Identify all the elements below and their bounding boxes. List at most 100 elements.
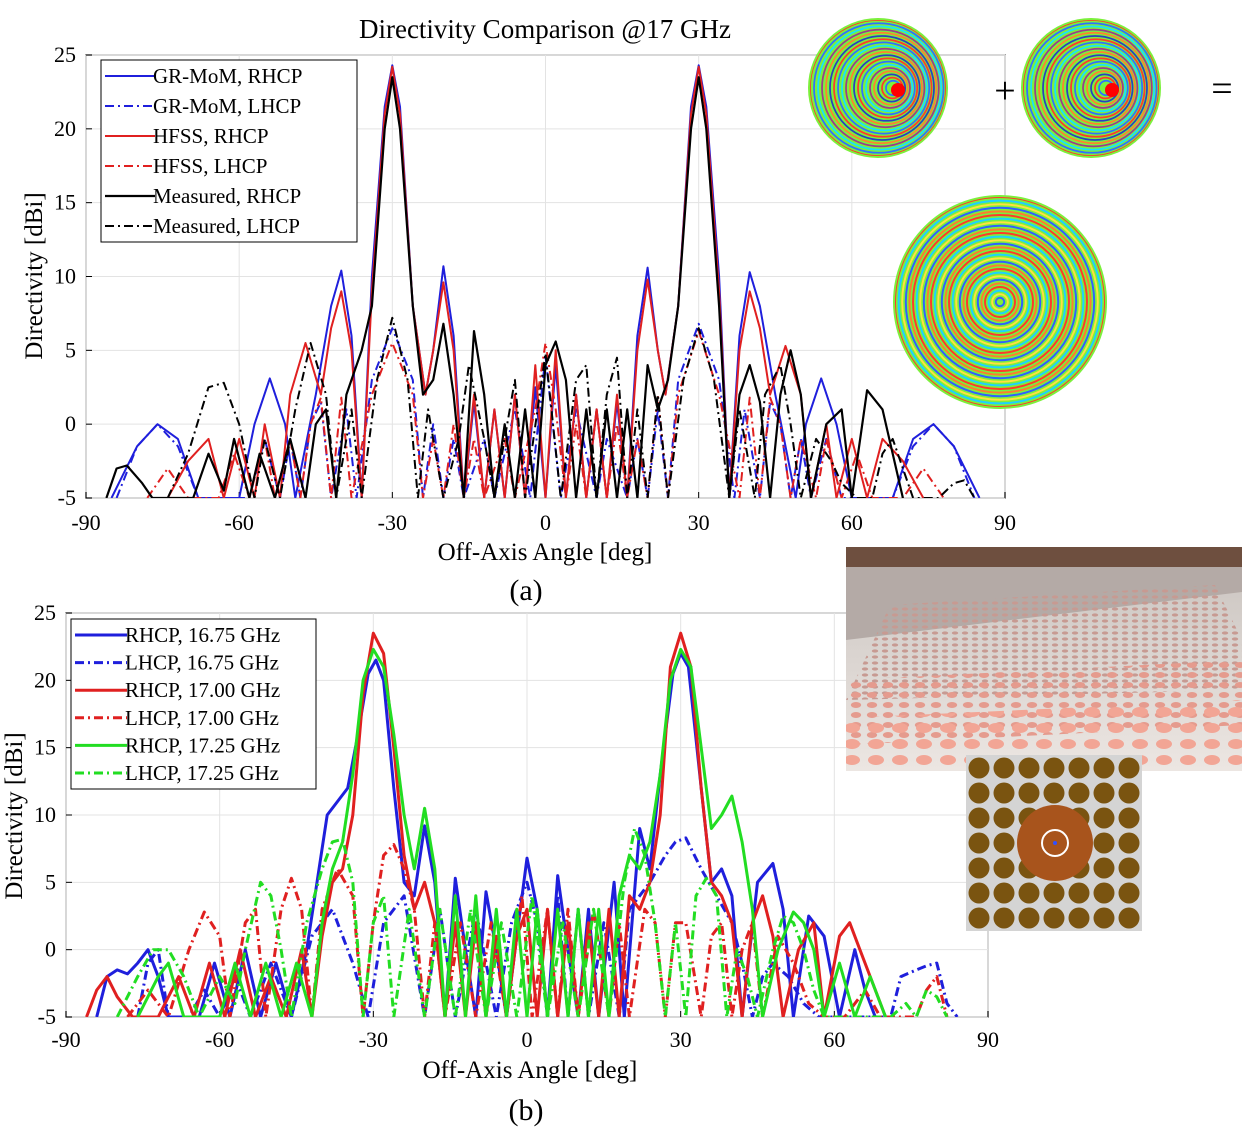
aperture-ring [1030, 25, 1156, 151]
unit-cell-dot [1118, 882, 1140, 904]
aperture-ring [955, 257, 1045, 347]
y-tick-label: 25 [34, 600, 56, 625]
panel-a-xlabel: Off-Axis Angle [deg] [438, 539, 653, 566]
unit-cell-dot [1043, 757, 1065, 779]
unit-cell-dot [1118, 907, 1140, 929]
legend-entry: HFSS, RHCP [153, 124, 269, 148]
legend-entry: RHCP, 16.75 GHz [125, 623, 280, 647]
aperture-ring [1074, 60, 1129, 116]
panel-b-series [85, 631, 959, 1017]
unit-cell-dot [993, 782, 1015, 804]
aperture-ring [873, 70, 909, 106]
unit-cell-dot [993, 907, 1015, 929]
aperture-ring [837, 41, 931, 135]
y-tick-label: 15 [34, 735, 56, 760]
aperture-ring [1054, 44, 1141, 132]
unit-cell-dot [993, 832, 1015, 854]
unit-cell-dot [993, 857, 1015, 879]
series-line-1 [95, 651, 877, 1017]
aperture-ring [1070, 57, 1132, 119]
panel-b-label: (b) [509, 1094, 544, 1127]
aperture-ring [915, 217, 1085, 387]
x-tick-label: 30 [670, 1027, 692, 1052]
x-tick-label: -30 [378, 510, 407, 535]
panel-a-title: Directivity Comparison @17 GHz [359, 14, 731, 44]
aperture-ring [912, 214, 1088, 390]
aperture-ring [976, 278, 1024, 326]
aperture-ring [933, 235, 1067, 369]
aperture-ring [937, 239, 1063, 365]
x-tick-label: 90 [977, 1027, 999, 1052]
unit-cell-dot [1018, 782, 1040, 804]
y-tick-label: 5 [65, 337, 76, 362]
unit-cell-dot [1093, 757, 1115, 779]
y-tick-label: 10 [54, 264, 76, 289]
x-tick-label: 30 [688, 510, 710, 535]
y-tick-label: -5 [58, 485, 76, 510]
unit-cell-dot [1093, 907, 1115, 929]
aperture-ring [1034, 28, 1153, 148]
unit-cell-dot [968, 807, 990, 829]
y-tick-label: 0 [45, 937, 56, 962]
unit-cell-dot [1018, 907, 1040, 929]
aperture-ring [926, 228, 1074, 376]
aperture-ring [969, 271, 1031, 333]
aperture-ring [833, 38, 933, 138]
aperture-ring [1042, 35, 1148, 141]
unit-cell-dot [968, 907, 990, 929]
legend-entry: LHCP, 17.00 GHz [125, 706, 279, 730]
aperture-ring [958, 260, 1042, 344]
aperture-ring [901, 203, 1099, 401]
legend-entry: LHCP, 16.75 GHz [125, 651, 279, 675]
unit-cell-dot [1118, 832, 1140, 854]
aperture-ring [817, 25, 943, 151]
legend-entry: GR-MoM, LHCP [153, 94, 301, 118]
legend-entry: GR-MoM, RHCP [153, 64, 302, 88]
aperture-ring [849, 51, 923, 125]
aperture-ring [845, 47, 926, 129]
legend-box [70, 618, 317, 790]
aperture-ring [1062, 51, 1136, 125]
y-tick-label: 20 [54, 116, 76, 141]
aperture-ring [825, 31, 938, 145]
fabricated-metasurface-photo [846, 547, 1242, 771]
series-line-4 [146, 330, 945, 498]
panel-b-chart: -90 -60 -30 0 30 60 90 -5 0 5 10 15 20 25 Off-Axis An… [1, 600, 999, 1127]
aperture-ring [948, 250, 1052, 354]
aperture-ring [841, 44, 928, 132]
legend-box [100, 59, 358, 243]
aperture-ring [1038, 31, 1151, 145]
unit-cell-dot [1093, 807, 1115, 829]
aperture-ring [966, 268, 1034, 336]
aperture-ring [857, 57, 919, 119]
aperture-ring [861, 60, 916, 116]
unit-cell-dot [1018, 757, 1040, 779]
y-tick-label: 5 [45, 869, 56, 894]
aperture-ring [930, 232, 1070, 372]
unit-cell-dot [993, 757, 1015, 779]
unit-cell-dot [1043, 782, 1065, 804]
x-tick-label: -60 [225, 510, 254, 535]
unit-cell-dot [1068, 782, 1090, 804]
y-tick-label: 20 [34, 667, 56, 692]
unit-cell-dot [1118, 782, 1140, 804]
aperture-ring [944, 246, 1056, 358]
unit-cell-dot [1043, 907, 1065, 929]
aperture-ring [865, 63, 914, 113]
series-line-5 [105, 76, 904, 498]
aperture-ring [922, 224, 1078, 380]
unit-cell-dot [968, 882, 990, 904]
unit-cell-dot [1068, 882, 1090, 904]
aperture-ring [1078, 63, 1127, 113]
panel-b-legend: RHCP, 16.75 GHz LHCP, 16.75 GHz RHCP, 17.0… [70, 618, 317, 790]
panel-b-ylabel: Directivity [dBi] [1, 732, 28, 899]
unit-cell-dot [993, 882, 1015, 904]
unit-cell-dot [1093, 782, 1115, 804]
legend-entry: HFSS, LHCP [153, 154, 267, 178]
unit-cell-dot [968, 757, 990, 779]
aperture-ring [869, 67, 911, 109]
aperture-ring [821, 28, 940, 148]
unit-cell-dot [993, 807, 1015, 829]
unit-cell-dot [1093, 832, 1115, 854]
